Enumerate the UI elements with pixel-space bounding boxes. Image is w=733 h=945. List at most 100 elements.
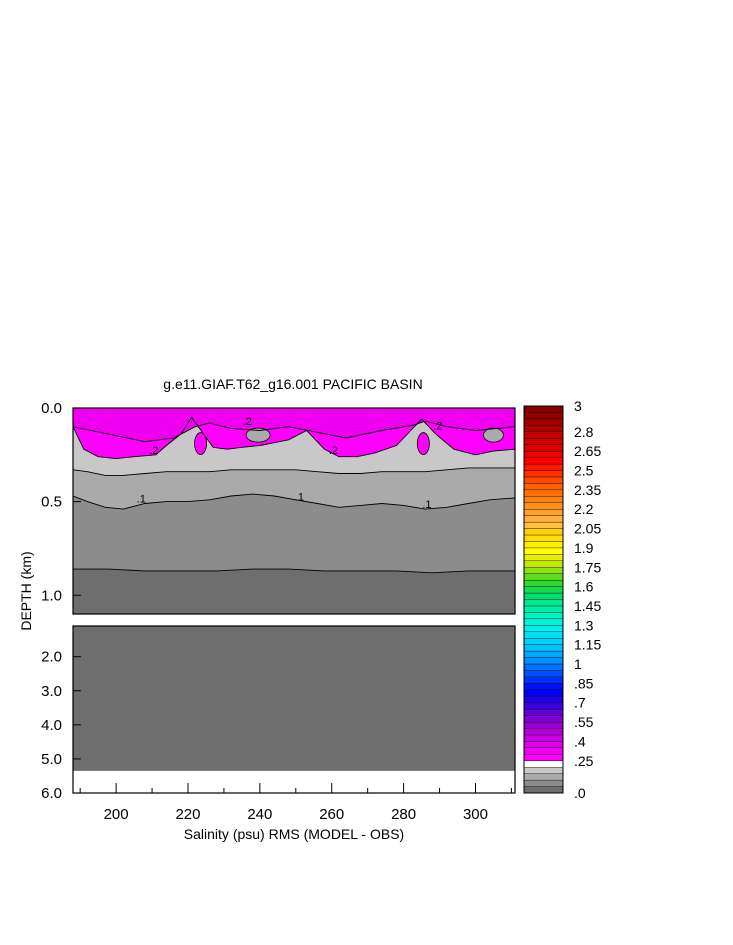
colorbar-swatch bbox=[523, 592, 564, 600]
band-0.3-0.35 bbox=[73, 408, 515, 442]
patch-low-0 bbox=[245, 427, 271, 443]
upper-panel: .2 .2 .2 .2 .1 .1 .1 0.0 0.5 1.0 bbox=[41, 400, 516, 615]
colorbar-swatch bbox=[523, 509, 564, 516]
colorbar-swatch bbox=[523, 683, 564, 690]
colorbar-swatch bbox=[523, 541, 564, 549]
colorbar-swatch bbox=[523, 502, 564, 510]
colorbar-label: .4 bbox=[574, 733, 586, 749]
colorbar-swatch bbox=[523, 773, 564, 781]
colorbar-swatch bbox=[523, 708, 564, 716]
contour-label: .2 bbox=[329, 445, 338, 457]
colorbar-swatch bbox=[523, 476, 564, 484]
colorbar-swatch bbox=[523, 554, 564, 561]
y-axis-label: DEPTH (km) bbox=[18, 551, 34, 630]
lower-ytick-label: 4.0 bbox=[41, 717, 62, 734]
xtick-label: 280 bbox=[391, 806, 416, 823]
patch-high-1 bbox=[416, 432, 430, 455]
colorbar-swatch bbox=[523, 618, 564, 626]
colorbar-swatch bbox=[523, 676, 564, 684]
colorbar-swatch bbox=[523, 702, 564, 710]
contour-label: .1 bbox=[422, 499, 431, 511]
patch-high-0 bbox=[194, 432, 207, 455]
lower-ytick-label: 3.0 bbox=[41, 683, 62, 700]
colorbar-swatch bbox=[523, 754, 564, 761]
colorbar-swatch bbox=[523, 425, 564, 432]
colorbar-label: 2.65 bbox=[574, 443, 601, 459]
colorbar-swatch bbox=[523, 663, 564, 671]
xtick-label: 240 bbox=[247, 806, 272, 823]
colorbar-frame bbox=[523, 405, 564, 794]
colorbar-label: .55 bbox=[574, 714, 594, 730]
lower-ytick-label: 5.0 bbox=[41, 751, 62, 768]
colorbar-swatch bbox=[523, 567, 564, 574]
colorbar-label: 3 bbox=[574, 398, 582, 414]
colorbar-label: .25 bbox=[574, 753, 594, 769]
contour-line-0.15 bbox=[73, 467, 515, 476]
colorbar-label: 2.05 bbox=[574, 521, 601, 537]
lower-panel: 2.0 3.0 4.0 5.0 6.0 200 220 240 260 280 300 bbox=[41, 625, 516, 823]
colorbar-swatch bbox=[523, 747, 564, 755]
colorbar-swatch bbox=[523, 560, 564, 568]
colorbar-label: 2.35 bbox=[574, 482, 601, 498]
colorbar-swatch bbox=[523, 638, 564, 645]
colorbar-swatch bbox=[523, 689, 564, 697]
xtick-label: 300 bbox=[463, 806, 488, 823]
colorbar-swatch bbox=[523, 760, 564, 768]
colorbar-swatch bbox=[523, 631, 564, 639]
land-mask bbox=[73, 770, 515, 793]
colorbar-swatch bbox=[523, 438, 564, 445]
x-axis-label: Salinity (psu) RMS (MODEL - OBS) bbox=[184, 826, 404, 842]
colorbar-swatch bbox=[523, 463, 564, 471]
contour-label: .1 bbox=[295, 492, 304, 504]
colorbar-swatch bbox=[523, 547, 564, 555]
lower-ytick-label: 6.0 bbox=[41, 785, 62, 802]
contour-line-0.2 bbox=[73, 416, 515, 460]
upper-ytick-label: 0.5 bbox=[41, 494, 62, 511]
colorbar-swatch bbox=[523, 515, 564, 523]
lower-panel-frame bbox=[72, 625, 516, 794]
colorbar-label: 1.3 bbox=[574, 617, 594, 633]
colorbar-swatch bbox=[523, 496, 564, 503]
contour-line-0.05 bbox=[73, 568, 515, 574]
upper-panel-frame bbox=[72, 407, 516, 615]
colorbar-swatch bbox=[523, 521, 564, 529]
contour-line-0.3 bbox=[73, 420, 515, 443]
colorbar-swatch bbox=[523, 657, 564, 665]
colorbar-swatch bbox=[523, 721, 564, 729]
colorbar-swatch bbox=[523, 573, 564, 581]
lower-ytick-label: 2.0 bbox=[41, 649, 62, 666]
colorbar-label: 1.6 bbox=[574, 579, 594, 595]
colorbar: 3 2.8 2.65 2.5 2.35 2.2 2.05 1.9 1.75 1.6 1.45 1.3 1… bbox=[523, 398, 601, 801]
xtick-label: 220 bbox=[175, 806, 200, 823]
upper-ytick-label: 1.0 bbox=[41, 587, 62, 604]
colorbar-swatch bbox=[523, 696, 564, 703]
colorbar-swatch bbox=[523, 418, 564, 426]
colorbar-label: 2.5 bbox=[574, 463, 594, 479]
colorbar-label: 2.8 bbox=[574, 424, 594, 440]
colorbar-swatch bbox=[523, 444, 564, 452]
colorbar-label: 1 bbox=[574, 656, 582, 672]
contour-label: .2 bbox=[433, 421, 442, 433]
colorbar-swatch bbox=[523, 605, 564, 613]
colorbar-swatch bbox=[523, 786, 564, 794]
colorbar-swatch bbox=[523, 412, 564, 420]
colorbar-label: 2.2 bbox=[574, 501, 594, 517]
colorbar-swatch bbox=[523, 734, 564, 742]
colorbar-label: .85 bbox=[574, 675, 594, 691]
colorbar-label: 1.15 bbox=[574, 637, 601, 653]
colorbar-label: 1.45 bbox=[574, 598, 601, 614]
colorbar-label: .7 bbox=[574, 695, 586, 711]
contour-label: .2 bbox=[149, 445, 158, 457]
chart-title: g.e11.GIAF.T62_g16.001 PACIFIC BASIN bbox=[163, 376, 422, 392]
colorbar-swatch bbox=[523, 534, 564, 542]
colorbar-swatch bbox=[523, 599, 564, 607]
colorbar-swatch bbox=[523, 450, 564, 458]
contour-label: .2 bbox=[243, 416, 252, 428]
colorbar-swatch bbox=[523, 457, 564, 465]
colorbar-swatch bbox=[523, 483, 564, 491]
colorbar-swatch bbox=[523, 625, 564, 632]
colorbar-swatch bbox=[523, 586, 564, 594]
xtick-label: 260 bbox=[319, 806, 344, 823]
colorbar-swatch bbox=[523, 650, 564, 658]
colorbar-swatch bbox=[523, 728, 564, 736]
